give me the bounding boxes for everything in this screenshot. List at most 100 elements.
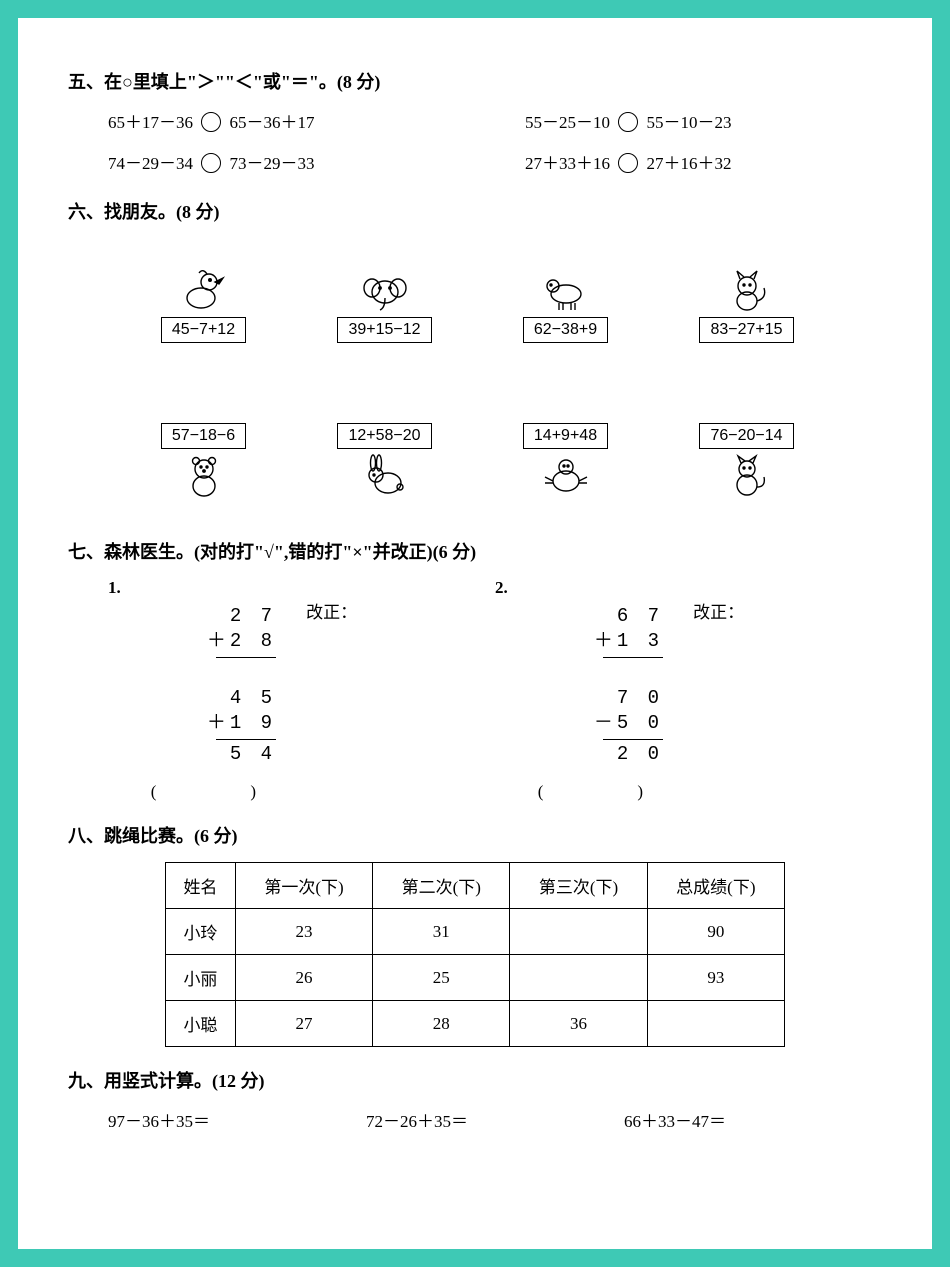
answer-paren[interactable]: ( ) (151, 777, 276, 802)
v-line: 7 0 (617, 687, 663, 709)
th: 总成绩(下) (647, 863, 784, 909)
table-header-row: 姓名 第一次(下) 第二次(下) 第三次(下) 总成绩(下) (166, 863, 785, 909)
q9-row: 97－36＋35＝ 72－26＋35＝ 66＋33－47＝ (68, 1107, 882, 1132)
chick-icon (538, 453, 593, 498)
q6-title: 六、找朋友。(8 分) (68, 198, 882, 224)
v-line: 6 7 (617, 605, 663, 627)
td[interactable] (510, 955, 647, 1001)
q7-problem-1: 1. 2 7 ＋2 8 4 5 ＋1 9 5 4 ( ) 改正： (108, 578, 495, 802)
rule-line (216, 657, 276, 658)
worksheet-page: 五、在○里填上"＞""＜"或"＝"。(8 分) 65＋17－36 65－36＋1… (18, 18, 932, 1249)
rabbit-icon (357, 453, 412, 498)
v-line: 4 5 (230, 687, 276, 709)
td: 小聪 (166, 1001, 236, 1047)
q9-item: 66＋33－47＝ (624, 1107, 882, 1132)
td[interactable] (510, 909, 647, 955)
correction-label: 改正： (693, 578, 744, 623)
q8-title: 八、跳绳比赛。(6 分) (68, 822, 882, 848)
q6-bottom-0: 57−18−6 (128, 423, 279, 498)
v-line: 2 0 (617, 743, 663, 765)
q5-d-right: 27＋16＋32 (647, 154, 732, 173)
table-row: 小聪 27 28 36 (166, 1001, 785, 1047)
q6-top-2: 62−38+9 (490, 268, 641, 343)
q5-d-left: 27＋33＋16 (525, 154, 610, 173)
td: 31 (373, 909, 510, 955)
q7-wrap: 1. 2 7 ＋2 8 4 5 ＋1 9 5 4 ( ) 改正： 2. 6 7 … (68, 578, 882, 802)
expr-box: 62−38+9 (523, 317, 608, 343)
q6-top-3: 83−27+15 (671, 268, 822, 343)
th: 第二次(下) (373, 863, 510, 909)
table-row: 小丽 26 25 93 (166, 955, 785, 1001)
td: 27 (235, 1001, 372, 1047)
expr-box: 76−20−14 (699, 423, 793, 449)
th: 第一次(下) (235, 863, 372, 909)
v-line: ＋2 8 (207, 630, 276, 652)
expr-box: 57−18−6 (161, 423, 246, 449)
q7-p2-num: 2. (495, 578, 508, 598)
td: 93 (647, 955, 784, 1001)
v-line: －5 0 (594, 712, 663, 734)
q6-bottom-3: 76−20−14 (671, 423, 822, 498)
elephant-icon (357, 268, 412, 313)
v-line: ＋1 9 (207, 712, 276, 734)
kitten-icon (719, 453, 774, 498)
blank-circle[interactable] (618, 112, 638, 132)
rule-line (216, 739, 276, 740)
td[interactable] (647, 1001, 784, 1047)
q5-title: 五、在○里填上"＞""＜"或"＝"。(8 分) (68, 68, 882, 94)
q9-item: 97－36＋35＝ (108, 1107, 366, 1132)
rule-line (603, 739, 663, 740)
q5-b-right: 55－10－23 (647, 113, 732, 132)
rule-line (603, 657, 663, 658)
q7-problem-2: 2. 6 7 ＋1 3 7 0 －5 0 2 0 ( ) 改正： (495, 578, 882, 802)
correction-label: 改正： (306, 578, 357, 623)
q5-item-c: 74－29－34 73－29－33 (108, 149, 465, 174)
q5-a-right: 65－36＋17 (230, 113, 315, 132)
bear-icon (176, 453, 231, 498)
answer-paren[interactable]: ( ) (538, 777, 663, 802)
q5-b-left: 55－25－10 (525, 113, 610, 132)
q6-grid: 45−7+12 39+15−12 62−38+9 83−27+15 57−18−… (68, 238, 882, 518)
expr-box: 12+58−20 (337, 423, 431, 449)
blank-circle[interactable] (201, 112, 221, 132)
th: 姓名 (166, 863, 236, 909)
q5-grid: 65＋17－36 65－36＋17 55－25－10 55－10－23 74－2… (68, 108, 882, 174)
q7-title: 七、森林医生。(对的打"√",错的打"×"并改正)(6 分) (68, 538, 882, 564)
td: 23 (235, 909, 372, 955)
td: 25 (373, 955, 510, 1001)
table-row: 小玲 23 31 90 (166, 909, 785, 955)
q7-p1-num: 1. (108, 578, 121, 598)
blank-circle[interactable] (201, 153, 221, 173)
q9-title: 九、用竖式计算。(12 分) (68, 1067, 882, 1093)
th: 第三次(下) (510, 863, 647, 909)
q5-a-left: 65＋17－36 (108, 113, 193, 132)
q9-item: 72－26＋35＝ (366, 1107, 624, 1132)
q6-top-0: 45−7+12 (128, 268, 279, 343)
expr-box: 14+9+48 (523, 423, 608, 449)
q6-bottom-1: 12+58−20 (309, 423, 460, 498)
q6-top-1: 39+15−12 (309, 268, 460, 343)
q5-item-d: 27＋33＋16 27＋16＋32 (525, 149, 882, 174)
q8-table: 姓名 第一次(下) 第二次(下) 第三次(下) 总成绩(下) 小玲 23 31 … (165, 862, 785, 1047)
td: 28 (373, 1001, 510, 1047)
expr-box: 83−27+15 (699, 317, 793, 343)
v-line: 2 7 (230, 605, 276, 627)
v-line: ＋1 3 (594, 630, 663, 652)
q7-p2-vertical: 6 7 ＋1 3 7 0 －5 0 2 0 ( ) (538, 578, 663, 802)
td: 小玲 (166, 909, 236, 955)
q5-item-a: 65＋17－36 65－36＋17 (108, 108, 465, 133)
td: 90 (647, 909, 784, 955)
v-line: 5 4 (230, 743, 276, 765)
td: 26 (235, 955, 372, 1001)
lamb-icon (538, 268, 593, 313)
q5-c-left: 74－29－34 (108, 154, 193, 173)
q5-item-b: 55－25－10 55－10－23 (525, 108, 882, 133)
td: 36 (510, 1001, 647, 1047)
expr-box: 39+15−12 (337, 317, 431, 343)
q5-c-right: 73－29－33 (230, 154, 315, 173)
expr-box: 45−7+12 (161, 317, 246, 343)
q6-bottom-2: 14+9+48 (490, 423, 641, 498)
duck-icon (176, 268, 231, 313)
blank-circle[interactable] (618, 153, 638, 173)
td: 小丽 (166, 955, 236, 1001)
